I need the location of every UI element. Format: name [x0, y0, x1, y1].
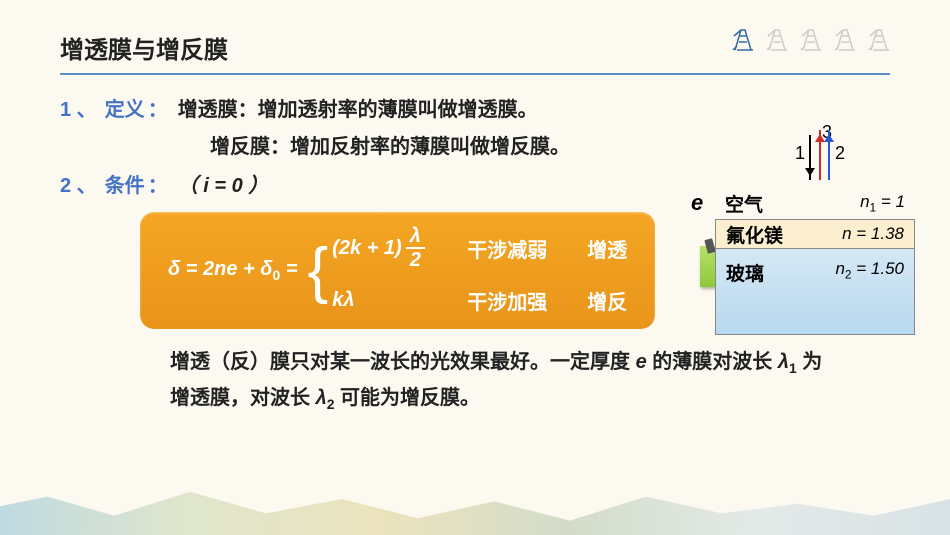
case-row-1: (2k + 1) λ 2 干涉减弱 增透 — [332, 226, 627, 270]
case-label: 干涉减弱 — [467, 234, 587, 263]
case-math: (2k + 1) λ 2 — [332, 226, 467, 270]
air-label: 空气 — [725, 190, 763, 217]
air-layer: 空气 n1 = 1 — [715, 185, 915, 219]
definition-label: 定义 — [105, 93, 145, 122]
mgf-index: n = 1.38 — [842, 224, 904, 244]
ray-label-1: 1 — [795, 143, 805, 164]
glass-label: 玻璃 — [726, 259, 764, 286]
fraction: λ 2 — [406, 226, 425, 270]
colon: ： — [148, 169, 168, 198]
formula-lhs: δ = 2ne + δ0 = — [168, 258, 298, 283]
reflected-ray-red-icon — [819, 130, 821, 180]
ray-label-2: 2 — [835, 143, 845, 164]
item-number: 2 、 — [60, 169, 97, 198]
glass-layer: 玻璃 n2 = 1.50 — [715, 249, 915, 335]
oil-rig-icon — [765, 26, 793, 52]
formula-cases: (2k + 1) λ 2 干涉减弱 增透 kλ 干涉加强 增反 — [332, 226, 627, 315]
case-label: 干涉加强 — [467, 286, 587, 315]
mgf-label: 氟化镁 — [726, 221, 783, 248]
incident-ray-icon — [809, 135, 811, 180]
oil-rig-icon — [731, 26, 759, 52]
case-row-2: kλ 干涉加强 增反 — [332, 286, 627, 315]
condition-value: （ i = 0 ） — [178, 169, 269, 198]
mgf-layer: 氟化镁 n = 1.38 — [715, 219, 915, 249]
condition-label: 条件 — [105, 169, 145, 198]
case-math: kλ — [332, 289, 467, 312]
colon: ： — [148, 93, 168, 122]
air-index: n1 = 1 — [860, 192, 905, 214]
slide: 增透膜与增反膜 1 、 定义 ： 增透膜：增加透射率的薄膜叫做增透膜。 增反膜：… — [0, 0, 950, 535]
note-text: 增透（反）膜只对某一波长的光效果最好。一定厚度 e 的薄膜对波长 λ1 为增透膜… — [170, 345, 830, 417]
case-result: 增反 — [587, 286, 627, 315]
thickness-label: e — [691, 190, 703, 216]
definition-line-1: 1 、 定义 ： 增透膜：增加透射率的薄膜叫做增透膜。 — [60, 93, 890, 122]
thin-film-diagram: 1 2 3 e 空气 n1 = 1 氟化镁 n = 1.38 玻璃 n2 = 1… — [715, 125, 915, 335]
item-number: 1 、 — [60, 93, 97, 122]
progress-icons — [731, 26, 895, 52]
oil-rig-icon — [833, 26, 861, 52]
case-result: 增透 — [587, 234, 627, 263]
formula-box: δ = 2ne + δ0 = { (2k + 1) λ 2 干涉减弱 增透 kλ… — [140, 212, 655, 329]
glass-index: n2 = 1.50 — [835, 259, 904, 281]
ray-region: 1 2 3 — [715, 125, 915, 185]
oil-rig-icon — [867, 26, 895, 52]
reflected-ray-blue-icon — [828, 130, 830, 180]
oil-rig-icon — [799, 26, 827, 52]
brace-icon: { — [308, 240, 329, 302]
definition-text-1: 增透膜：增加透射率的薄膜叫做增透膜。 — [178, 93, 538, 122]
definition-text-2: 增反膜：增加反射率的薄膜叫做增反膜。 — [210, 130, 570, 159]
